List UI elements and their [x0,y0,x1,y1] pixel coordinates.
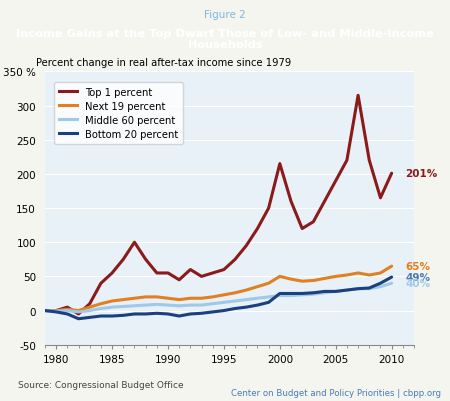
Text: 65%: 65% [405,261,430,271]
Legend: Top 1 percent, Next 19 percent, Middle 60 percent, Bottom 20 percent: Top 1 percent, Next 19 percent, Middle 6… [54,83,183,144]
Text: Source: Congressional Budget Office: Source: Congressional Budget Office [18,380,184,389]
Text: 49%: 49% [405,272,430,282]
Text: Income Gains at the Top Dwarf Those of Low- and Middle-Income Households: Income Gains at the Top Dwarf Those of L… [16,28,434,50]
Text: Center on Budget and Policy Priorities | cbpp.org: Center on Budget and Policy Priorities |… [231,388,441,397]
Text: 40%: 40% [405,279,430,288]
Text: 201%: 201% [405,169,437,179]
Text: Figure 2: Figure 2 [204,10,246,20]
Text: Percent change in real after-tax income since 1979: Percent change in real after-tax income … [36,58,291,68]
